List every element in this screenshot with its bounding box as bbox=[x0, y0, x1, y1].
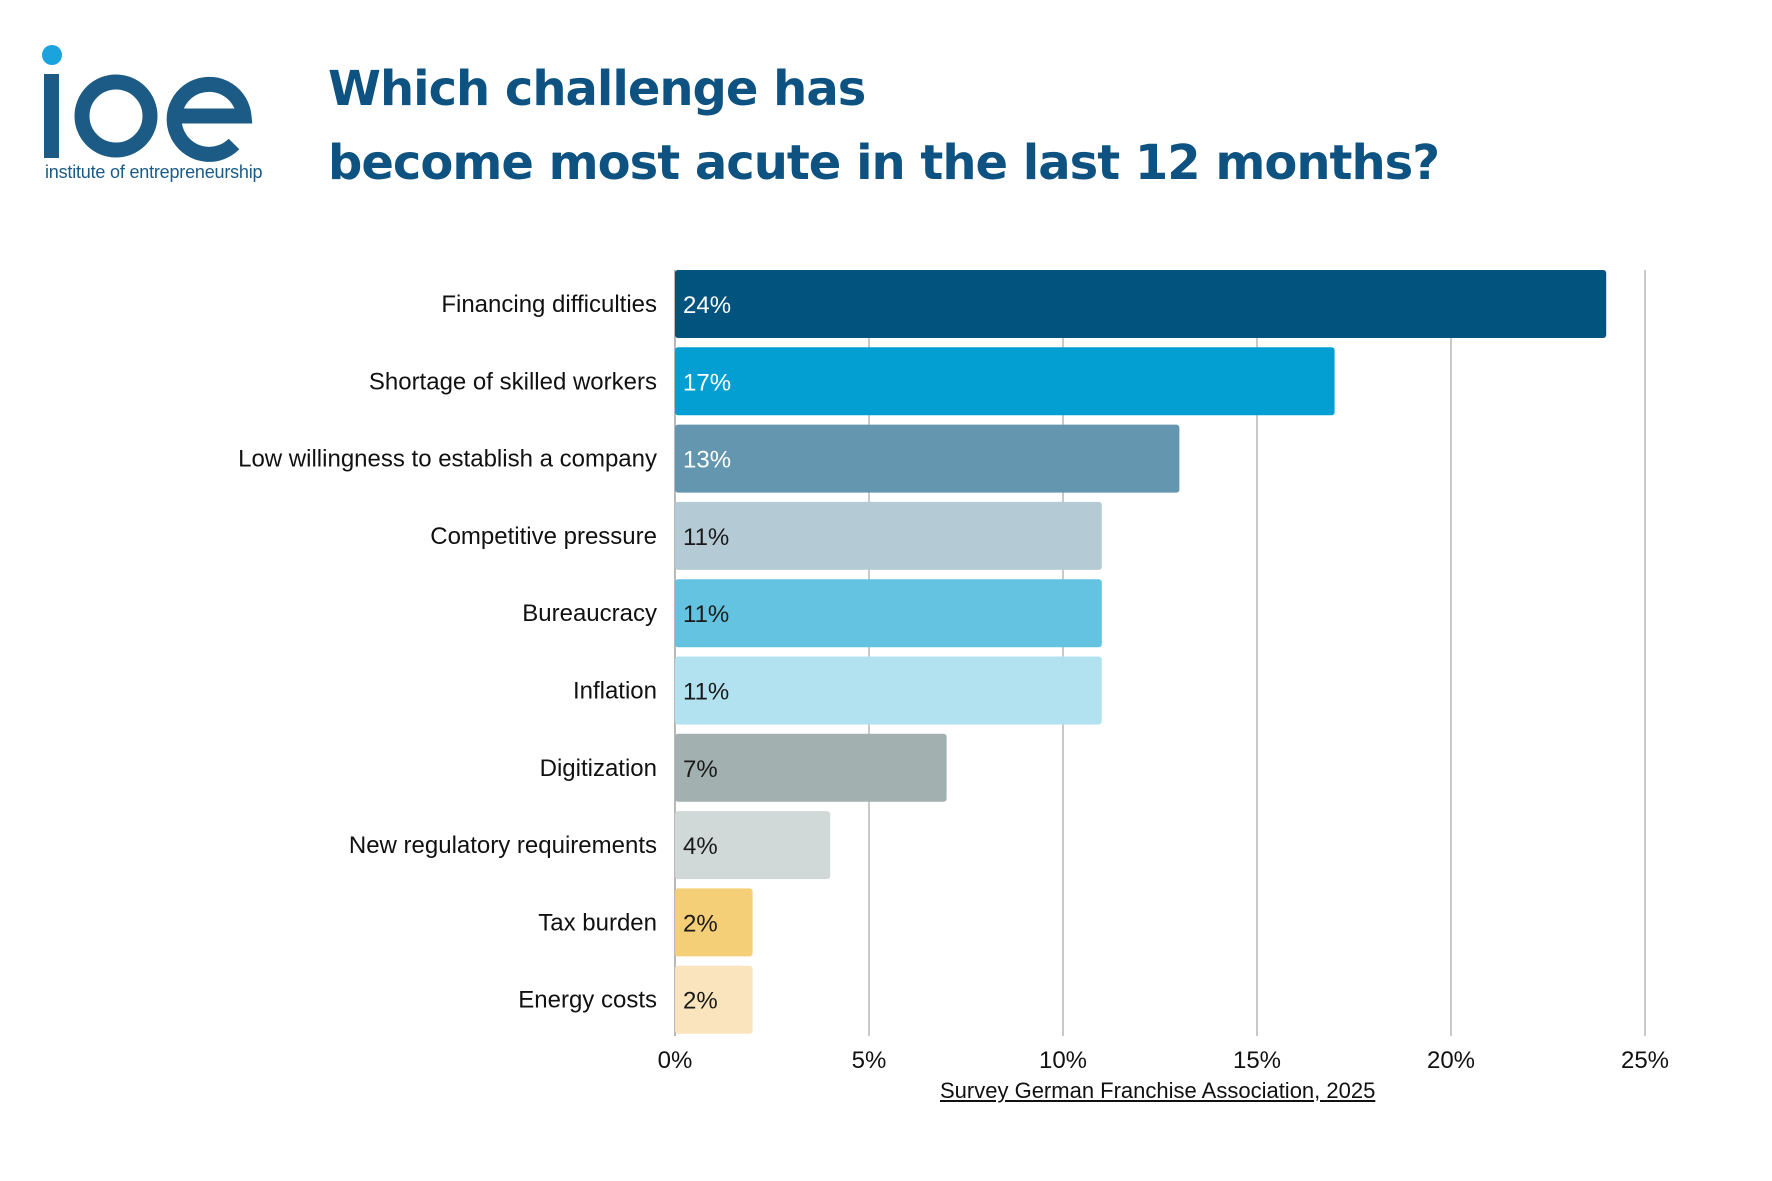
category-label: Bureaucracy bbox=[522, 600, 657, 627]
logo-i-stem bbox=[44, 74, 59, 158]
category-label: New regulatory requirements bbox=[349, 832, 657, 859]
x-tick-label: 0% bbox=[658, 1047, 693, 1074]
bar bbox=[675, 501, 1102, 570]
bar bbox=[675, 733, 947, 802]
bar-value-label: 4% bbox=[683, 833, 718, 860]
category-label: Tax burden bbox=[538, 909, 657, 936]
category-label: Inflation bbox=[573, 678, 657, 705]
bar-value-label: 24% bbox=[683, 292, 731, 319]
ioe-logo bbox=[42, 45, 253, 162]
bar-value-label: 17% bbox=[683, 369, 731, 396]
bar bbox=[675, 888, 753, 957]
category-label: Competitive pressure bbox=[430, 523, 657, 550]
x-tick-label: 20% bbox=[1427, 1047, 1475, 1074]
bar bbox=[675, 579, 1102, 648]
bar-value-label: 13% bbox=[683, 447, 731, 474]
logo-dot bbox=[42, 45, 62, 65]
x-tick-label: 25% bbox=[1621, 1047, 1669, 1074]
category-label: Financing difficulties bbox=[441, 291, 657, 318]
source-note: Survey German Franchise Association, 202… bbox=[940, 1078, 1376, 1103]
bar-value-label: 11% bbox=[683, 679, 729, 706]
x-axis-ticks: 0% 5% 10% 15% 20% 25% bbox=[658, 1047, 1669, 1074]
bar-value-label: 2% bbox=[683, 988, 718, 1015]
category-label: Energy costs bbox=[518, 987, 657, 1014]
bars: 24% 17% 13% 11% 11% 11% 7% 4% 2% 2% bbox=[675, 270, 1607, 1034]
chart-title-line-1: Which challenge has bbox=[328, 61, 866, 117]
category-label: Low willingness to establish a company bbox=[238, 446, 657, 473]
bar-value-label: 2% bbox=[683, 910, 718, 937]
bar bbox=[675, 270, 1607, 338]
bar-value-label: 11% bbox=[683, 601, 729, 628]
bar-value-label: 11% bbox=[683, 524, 729, 551]
bar bbox=[675, 656, 1102, 725]
logo-e bbox=[166, 76, 253, 162]
chart-title: Which challenge has become most acute in… bbox=[328, 52, 1440, 200]
logo-tagline: institute of entrepreneurship bbox=[45, 162, 263, 182]
x-tick-label: 10% bbox=[1039, 1047, 1087, 1074]
x-tick-label: 5% bbox=[852, 1047, 887, 1074]
logo-o bbox=[74, 74, 158, 158]
category-labels: Financing difficulties Shortage of skille… bbox=[238, 291, 657, 1014]
x-tick-label: 15% bbox=[1233, 1047, 1281, 1074]
bar bbox=[675, 811, 831, 880]
chart-title-line-2: become most acute in the last 12 months? bbox=[328, 135, 1440, 191]
bar-value-label: 7% bbox=[683, 756, 718, 783]
bar bbox=[675, 965, 753, 1034]
category-label: Digitization bbox=[540, 755, 657, 782]
bar bbox=[675, 424, 1180, 493]
category-label: Shortage of skilled workers bbox=[369, 368, 657, 395]
bar bbox=[675, 347, 1335, 416]
